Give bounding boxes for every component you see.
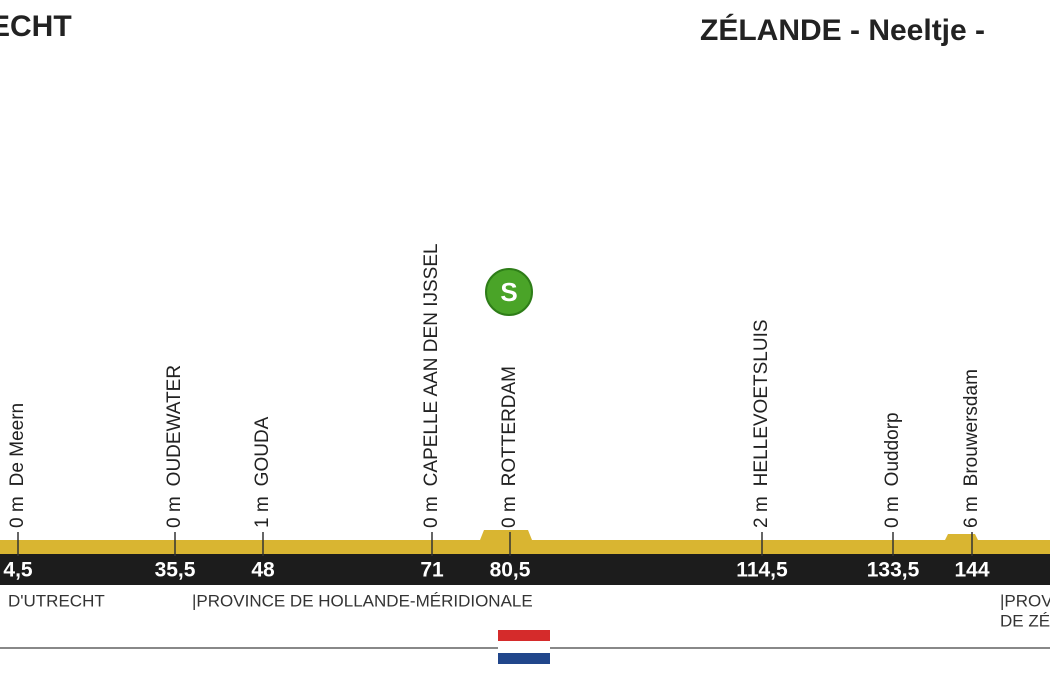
altitude: 0 m [499, 496, 520, 528]
altitude: 1 m [252, 496, 273, 528]
point-label: 2 m HELLEVOETSLUIS [751, 319, 772, 528]
sprint-label: S [500, 277, 517, 307]
finish-title: ZÉLANDE - Neeltje - [700, 13, 985, 47]
km-label: 4,5 [3, 559, 33, 582]
km-label: 144 [954, 559, 989, 582]
km-label: 80,5 [490, 559, 531, 582]
altitude: 0 m [164, 496, 185, 528]
region-label: DE ZÉ [1000, 611, 1050, 630]
sprint-marker: S [485, 268, 533, 316]
km-band [0, 554, 1050, 585]
altitude: 6 m [961, 496, 982, 528]
region-label: |PROVINCE DE HOLLANDE-MÉRIDIONALE [192, 591, 533, 610]
sprint-circle [485, 268, 533, 316]
point-label: 0 m Ouddorp [882, 412, 903, 528]
place-name: GOUDA [252, 416, 273, 486]
point-label: 0 m CAPELLE AAN DEN IJSSEL [421, 243, 442, 528]
place-name: De Meern [7, 403, 28, 486]
point-label: 0 m ROTTERDAM [499, 366, 520, 528]
place-name: ROTTERDAM [499, 366, 520, 486]
km-label: 48 [251, 559, 275, 582]
altitude: 0 m [421, 496, 442, 528]
region-label: D'UTRECHT [8, 591, 105, 610]
flag [498, 630, 550, 664]
region-label: |PROV [1000, 591, 1050, 610]
km-label: 71 [420, 559, 444, 582]
km-label: 114,5 [736, 559, 788, 582]
flag-blue [498, 653, 550, 664]
flag-red [498, 630, 550, 641]
start-title: ECHT [0, 10, 72, 43]
km-label: 133,5 [867, 559, 920, 582]
point-label: 0 m De Meern [7, 403, 28, 528]
point-label: 6 m Brouwersdam [961, 369, 982, 528]
place-name: CAPELLE AAN DEN IJSSEL [421, 243, 442, 486]
place-name: HELLEVOETSLUIS [751, 319, 772, 486]
place-name: Brouwersdam [961, 369, 982, 486]
altitude: 0 m [7, 496, 28, 528]
place-name: Ouddorp [882, 412, 903, 486]
point-label: 1 m GOUDA [252, 416, 273, 528]
place-name: OUDEWATER [164, 365, 185, 486]
point-label: 0 m OUDEWATER [164, 365, 185, 528]
km-label: 35,5 [155, 559, 196, 582]
flag-white [498, 641, 550, 653]
altitude: 2 m [751, 496, 772, 528]
altitude: 0 m [882, 496, 903, 528]
